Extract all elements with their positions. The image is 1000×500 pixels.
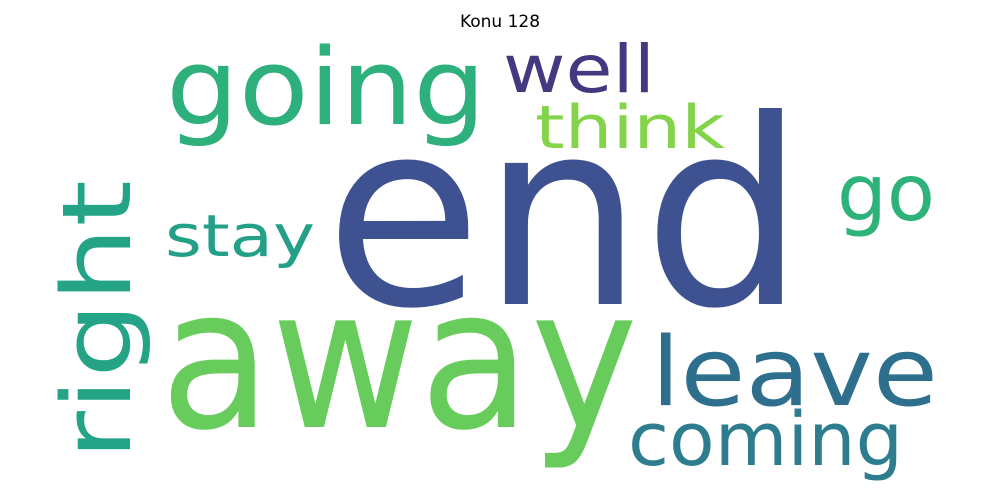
word-go: go <box>837 149 935 239</box>
word-coming: coming <box>628 397 903 483</box>
word-away: away <box>160 246 638 473</box>
word-going: going <box>166 26 486 149</box>
word-leave: leave <box>651 318 938 428</box>
word-stay: stay <box>165 202 315 270</box>
page-title: Konu 128 <box>459 12 541 32</box>
word-well: well <box>503 31 655 108</box>
word-end: end <box>325 65 805 365</box>
word-right: right <box>43 180 153 460</box>
word-think: think <box>535 93 725 163</box>
